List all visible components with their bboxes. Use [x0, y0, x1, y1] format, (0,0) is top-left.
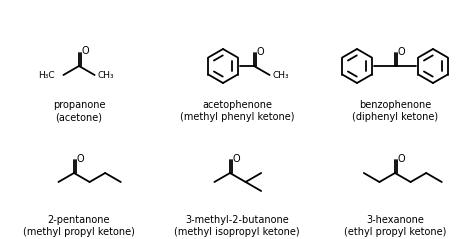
- Text: O: O: [257, 47, 264, 57]
- Text: propanone
(acetone): propanone (acetone): [53, 100, 105, 122]
- Text: CH₃: CH₃: [273, 71, 289, 80]
- Text: 3-methyl-2-butanone
(methyl isopropyl ketone): 3-methyl-2-butanone (methyl isopropyl ke…: [174, 215, 300, 237]
- Text: O: O: [398, 47, 406, 57]
- Text: acetophenone
(methyl phenyl ketone): acetophenone (methyl phenyl ketone): [180, 100, 294, 122]
- Text: benzophenone
(diphenyl ketone): benzophenone (diphenyl ketone): [352, 100, 438, 122]
- Text: H₃C: H₃C: [38, 71, 55, 80]
- Text: O: O: [398, 154, 406, 164]
- Text: CH₃: CH₃: [98, 71, 114, 80]
- Text: O: O: [77, 154, 85, 164]
- Text: 3-hexanone
(ethyl propyl ketone): 3-hexanone (ethyl propyl ketone): [344, 215, 446, 237]
- Text: O: O: [82, 46, 90, 56]
- Text: O: O: [233, 154, 241, 164]
- Text: 2-pentanone
(methyl propyl ketone): 2-pentanone (methyl propyl ketone): [23, 215, 135, 237]
